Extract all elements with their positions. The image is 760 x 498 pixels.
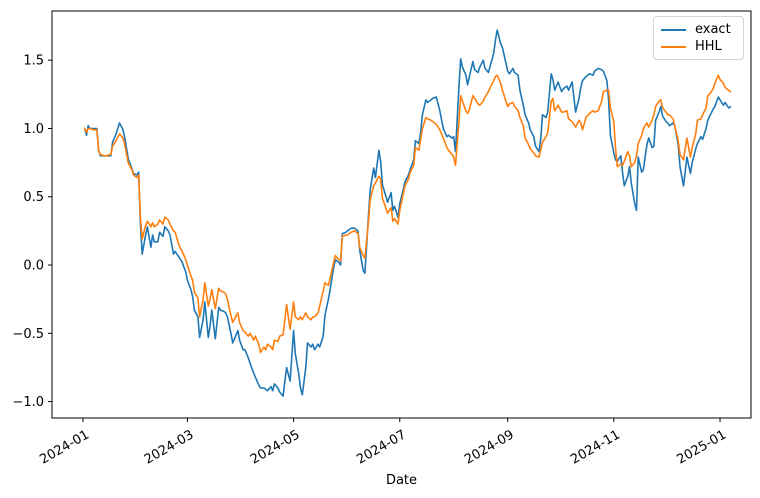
- x-axis-tick-label: 2025-01: [674, 427, 729, 467]
- y-axis-tick-label: 0.5: [23, 190, 44, 205]
- legend-label-hhl: HHL: [695, 39, 722, 54]
- y-axis-tick-label: 1.5: [23, 54, 44, 69]
- x-axis-tick-label: 2024-07: [354, 427, 409, 467]
- plot-frame: [51, 10, 752, 419]
- y-axis-tick-label: −1.0: [12, 395, 44, 410]
- x-axis-tick-label: 2024-03: [142, 427, 197, 467]
- y-axis-tick-label: 1.0: [23, 122, 44, 137]
- legend-entry-exact: exact: [661, 23, 736, 36]
- x-axis-title: Date: [385, 473, 418, 488]
- x-axis-tick-label: 2024-09: [462, 427, 517, 467]
- y-axis-tick-label: 0.0: [23, 259, 44, 274]
- legend: exact HHL: [653, 16, 744, 60]
- y-axis-tick-label: −0.5: [12, 327, 44, 342]
- x-axis-tick-label: 2024-11: [568, 427, 623, 467]
- x-axis-tick-label: 2024-01: [37, 427, 92, 467]
- legend-line-hhl-icon: [661, 45, 686, 48]
- x-axis-tick-label: 2024-05: [248, 427, 303, 467]
- series-exact-line: [83, 29, 732, 397]
- legend-entry-hhl: HHL: [661, 40, 736, 53]
- series-hhl-line: [83, 74, 732, 354]
- legend-line-exact-icon: [661, 28, 686, 31]
- legend-label-exact: exact: [695, 22, 731, 37]
